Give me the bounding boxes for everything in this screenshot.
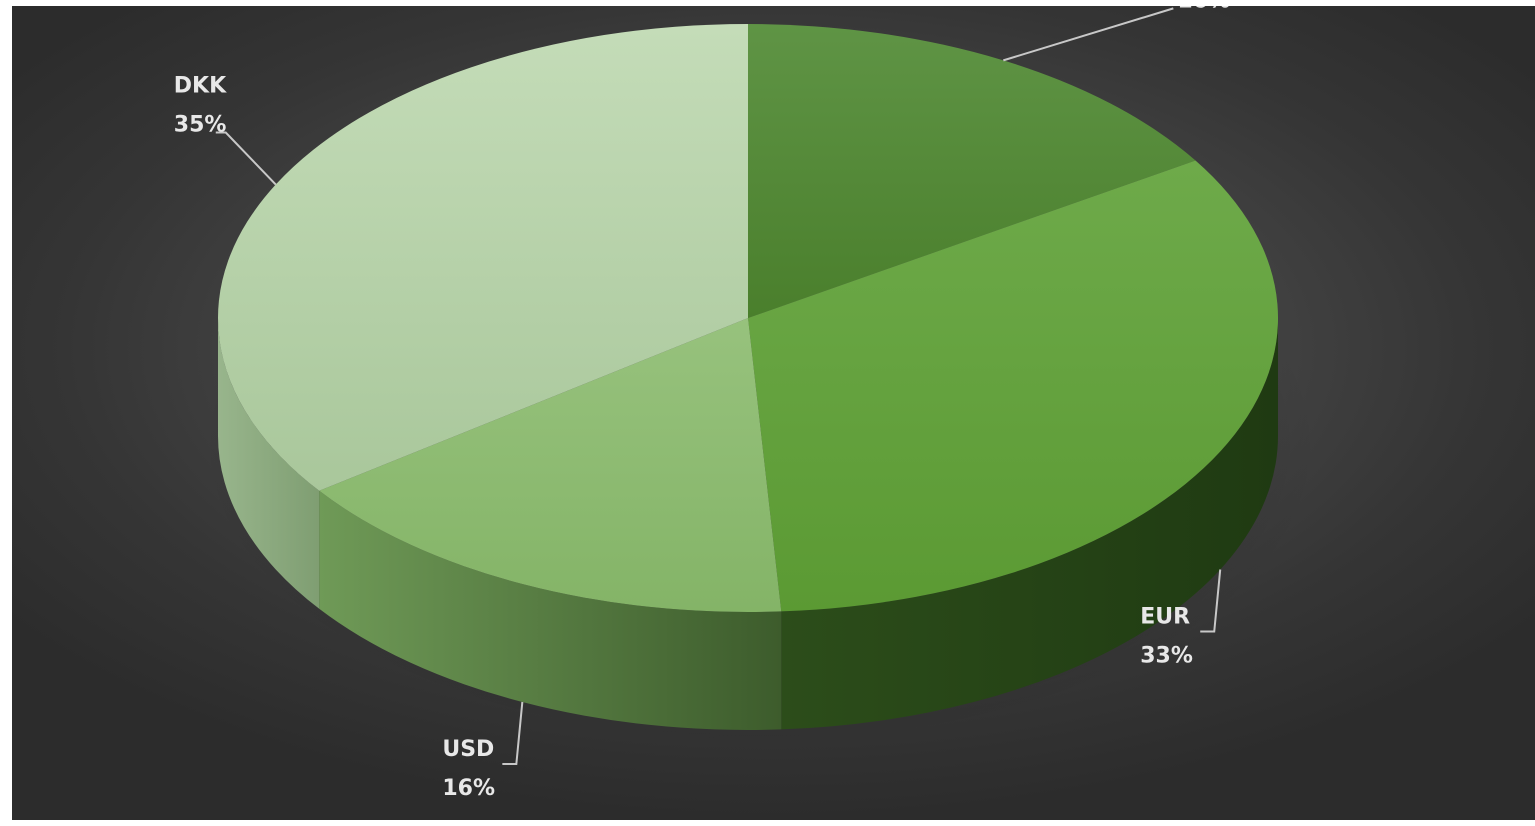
label-name-eur: EUR [1140, 604, 1190, 629]
leader-line-eur [1200, 569, 1222, 633]
pie-side-eur [781, 318, 1278, 730]
leader-line-dkk [215, 131, 277, 186]
label-name-usd: USD [442, 737, 494, 762]
pie-side-usd [319, 490, 782, 730]
leader-line-usd [502, 701, 524, 766]
pie-side-walls [218, 318, 1278, 730]
label-percent-eur: 33% [1140, 643, 1193, 668]
label-percent-dkk: 35% [174, 113, 227, 138]
label-name-dkk: DKK [174, 74, 227, 99]
pie-slice-andre[interactable] [748, 24, 1196, 318]
pie-slice-usd[interactable] [319, 318, 782, 612]
pie-slice-eur[interactable] [748, 160, 1278, 612]
leader-line-andre [1003, 7, 1174, 62]
pie-side-dkk [218, 318, 320, 609]
label-percent-andre: 16% [1177, 6, 1230, 13]
pie-slice-dkk[interactable] [217, 24, 748, 491]
label-percent-usd: 16% [442, 776, 495, 801]
pie-top-faces [217, 24, 1278, 612]
